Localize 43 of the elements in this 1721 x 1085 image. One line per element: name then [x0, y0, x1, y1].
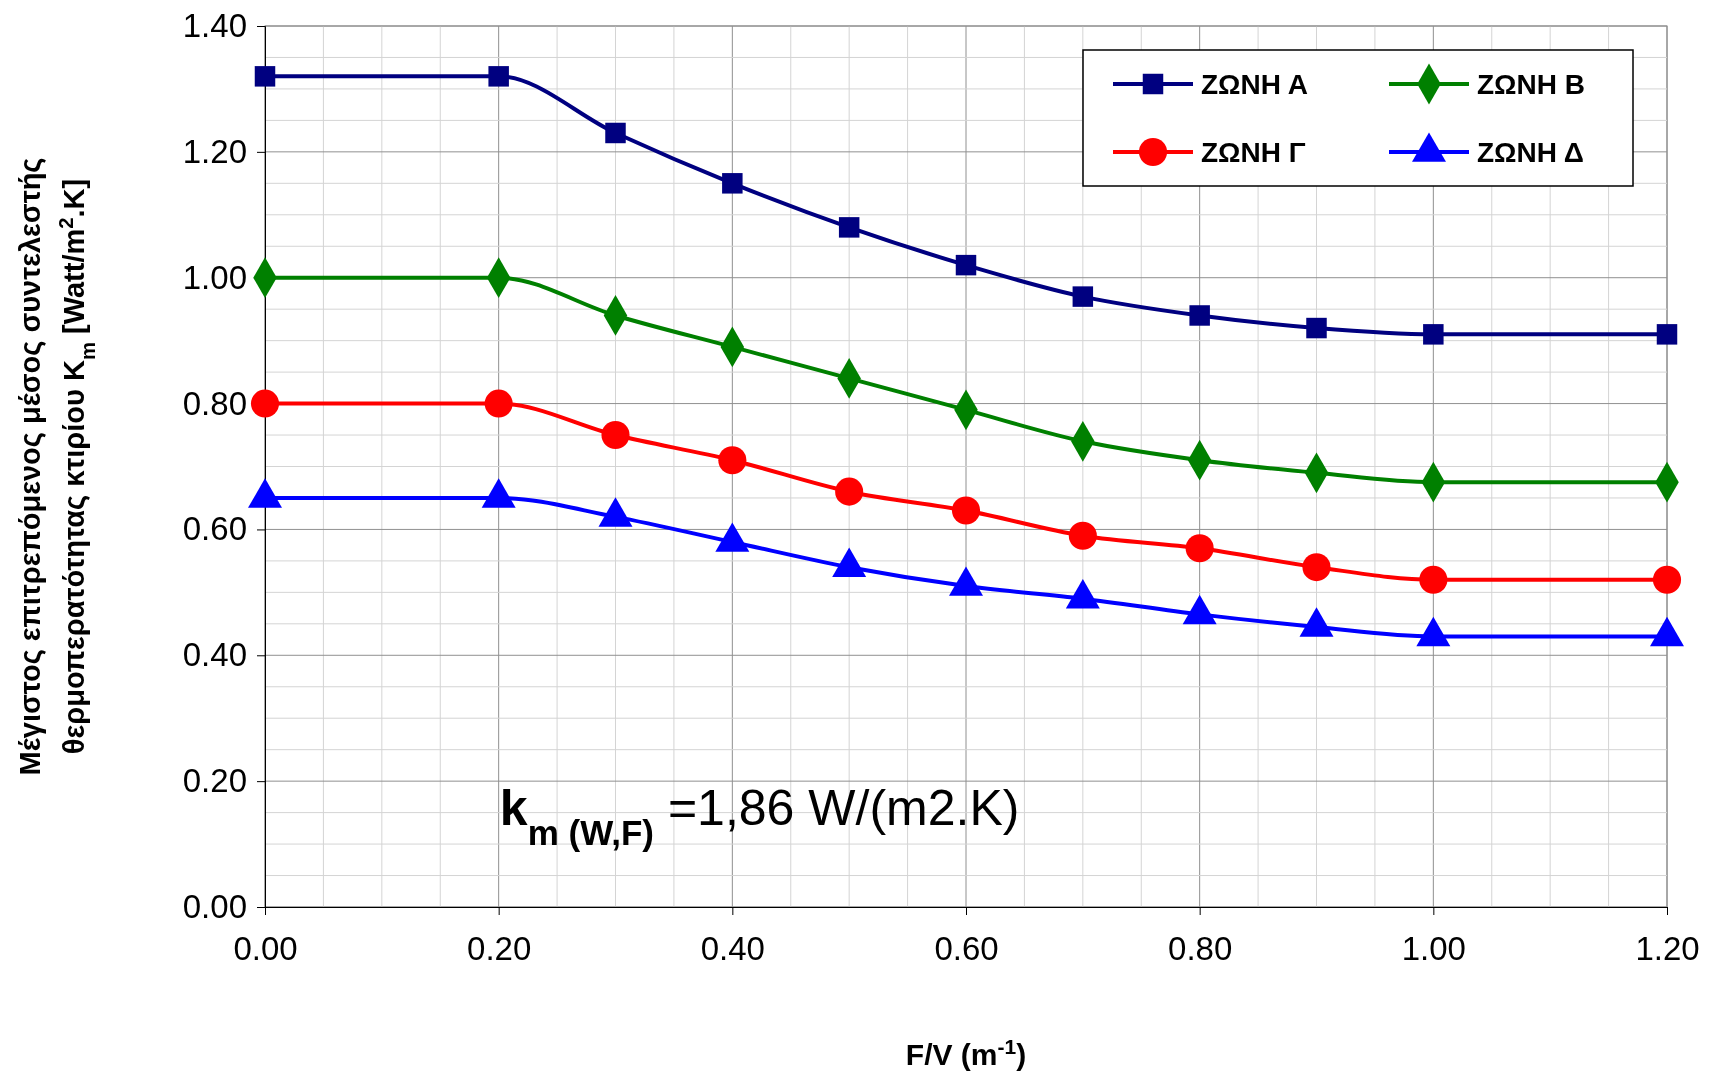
- point: [955, 254, 977, 276]
- point: [722, 173, 743, 194]
- point: [835, 477, 864, 506]
- y-tick-label: 0.60: [182, 510, 247, 548]
- x-tick-label: 0.60: [934, 930, 999, 968]
- y-tick-label: 1.00: [182, 258, 247, 296]
- point: [1306, 317, 1327, 339]
- y-tick-label: 0.80: [182, 384, 247, 422]
- point: [1072, 286, 1094, 307]
- point: [250, 389, 280, 418]
- x-tick-label: 0.80: [1168, 930, 1233, 968]
- annotation: k$_{m (W,F)}$ =1,86 W/(m2.K): [499, 780, 1020, 852]
- legend-label: ΖΩΝΗ Α: [1201, 69, 1308, 100]
- legend-label: ΖΩΝΗ Δ: [1477, 137, 1584, 168]
- point: [838, 217, 860, 238]
- point: [1068, 521, 1097, 550]
- y-tick-label: 1.40: [182, 7, 247, 45]
- point: [601, 421, 630, 450]
- point: [484, 389, 513, 418]
- legend-label: ΖΩΝΗ Β: [1477, 69, 1585, 100]
- point: [1419, 565, 1448, 594]
- x-tick-label: 1.20: [1635, 930, 1700, 968]
- legend-label: ΖΩΝΗ Γ: [1201, 137, 1306, 168]
- point: [254, 66, 276, 87]
- point: [718, 446, 747, 475]
- x-tick-label: 0.20: [467, 930, 532, 968]
- point: [1185, 534, 1214, 563]
- point: [1189, 305, 1210, 326]
- point: [1302, 553, 1331, 582]
- y-tick-label: 0.00: [182, 888, 247, 926]
- x-axis-title: F/V (m$^{-1}$): [905, 1034, 1027, 1071]
- y-tick-label: 0.20: [182, 762, 247, 800]
- x-tick-label: 0.00: [233, 930, 298, 968]
- point: [488, 66, 509, 87]
- point: [1656, 324, 1678, 345]
- point: [605, 122, 626, 144]
- point: [951, 496, 981, 525]
- y-tick-label: 1.20: [182, 132, 247, 170]
- y-tick-label: 0.40: [182, 636, 247, 674]
- x-tick-label: 0.40: [700, 930, 765, 968]
- x-tick-label: 1.00: [1401, 930, 1466, 968]
- point: [1423, 324, 1444, 345]
- point: [1652, 565, 1682, 594]
